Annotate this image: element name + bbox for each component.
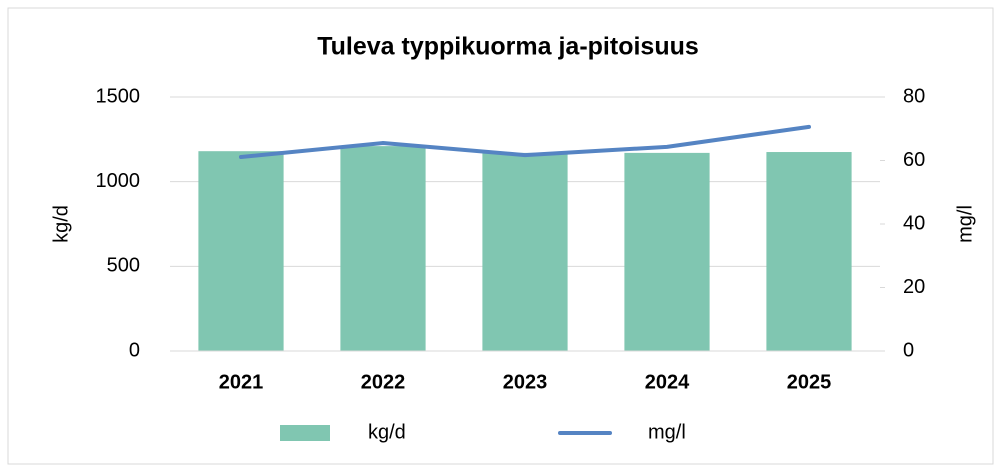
- legend-label: kg/d: [368, 421, 406, 443]
- x-tick-label: 2024: [645, 371, 690, 393]
- bar: [766, 152, 852, 351]
- y-tick-label: 500: [107, 255, 140, 277]
- bar: [198, 151, 284, 351]
- x-tick-label: 2022: [361, 371, 406, 393]
- bar: [340, 146, 426, 351]
- x-tick-label: 2023: [503, 371, 548, 393]
- y2-tick-label: 60: [903, 149, 925, 171]
- legend-label: mg/l: [648, 421, 686, 443]
- y-tick-label: 1500: [96, 85, 141, 107]
- x-tick-label: 2025: [787, 371, 832, 393]
- x-tick-label: 2021: [219, 371, 264, 393]
- y-tick-label: 1000: [96, 170, 141, 192]
- y2-axis-label: mg/l: [954, 205, 976, 243]
- bar: [482, 152, 568, 351]
- y2-tick-label: 20: [903, 276, 925, 298]
- y-tick-label: 0: [129, 339, 140, 361]
- legend-swatch: [280, 425, 330, 441]
- line-series: [239, 124, 811, 160]
- y2-tick-label: 80: [903, 85, 925, 107]
- bar: [624, 152, 710, 351]
- chart-title: Tuleva typpikuorma ja-pitoisuus: [317, 33, 699, 61]
- y2-tick-label: 40: [903, 212, 925, 234]
- y2-tick-label: 0: [903, 339, 914, 361]
- y-axis-label: kg/d: [50, 205, 72, 243]
